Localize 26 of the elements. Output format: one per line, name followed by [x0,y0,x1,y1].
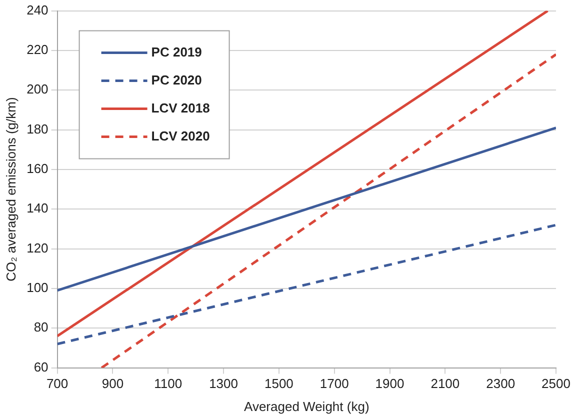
y-tick-label: 160 [26,161,48,176]
x-tick-label: 1300 [209,376,238,392]
y-tick-label: 120 [26,240,48,256]
y-tick-label: 180 [26,121,48,136]
legend-label: LCV 2020 [151,128,210,144]
x-axis-title: Averaged Weight (kg) [244,398,370,414]
legend-label: LCV 2018 [151,100,210,116]
x-tick-label: 900 [102,376,124,392]
y-tick-label: 60 [34,359,48,374]
y-tick-label: 100 [26,280,48,296]
x-tick-label: 1500 [264,376,294,392]
x-tick-label: 1900 [375,376,404,392]
x-tick-label: 1100 [154,376,182,392]
x-tick-label: 1700 [320,376,349,392]
y-tick-label: 220 [26,42,48,58]
y-tick-label: 140 [26,200,48,216]
x-tick-label: 2500 [542,376,570,392]
legend-label: PC 2020 [151,72,202,88]
y-axis-title: CO₂ averaged emissions (g/km) [3,97,18,282]
legend-label: PC 2019 [151,44,202,60]
y-tick-label: 240 [26,2,48,18]
x-tick-label: 700 [46,376,68,392]
x-tick-label: 2100 [430,376,460,392]
y-tick-label: 200 [26,82,48,97]
y-tick-label: 80 [34,320,48,335]
x-tick-label: 2300 [486,376,516,392]
